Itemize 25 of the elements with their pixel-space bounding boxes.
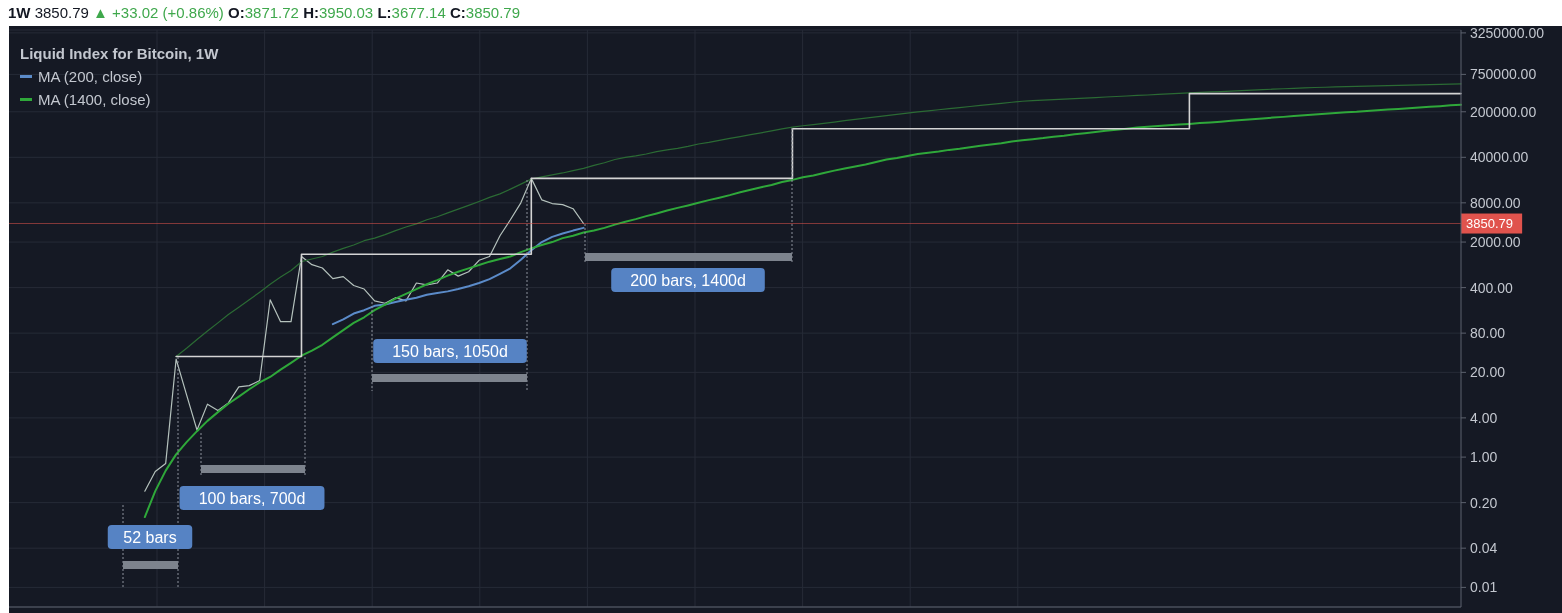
legend-label: MA (200, close) [38, 67, 143, 87]
y-tick-label: 0.20 [1470, 494, 1498, 511]
y-tick-label: 20.00 [1470, 364, 1506, 381]
y-tick-label: 40000.00 [1470, 149, 1529, 166]
annotation: 200 bars, 1400d [630, 271, 746, 289]
ref-line-label: 3850.79 [1466, 216, 1513, 232]
y-tick-label: 8000.00 [1470, 194, 1521, 211]
y-tick-label: 750000.00 [1470, 66, 1537, 83]
y-tick-label: 4.00 [1470, 409, 1498, 426]
annotation: 100 bars, 700d [198, 489, 306, 507]
y-tick-label: 0.04 [1470, 540, 1498, 557]
y-tick-label: 1.00 [1470, 449, 1498, 466]
legend-label: MA (1400, close) [38, 90, 151, 110]
y-tick-label: 0.01 [1470, 579, 1498, 596]
chart-title: 1W 3850.79 ▲ +33.02 (+0.86%) O:3871.72 H:3950.03 L:3677.14 C:3850.79 [8, 4, 521, 21]
y-tick-label: 400.00 [1470, 279, 1514, 296]
annotation: 150 bars, 1050d [392, 342, 508, 360]
annotation: 52 bars [123, 528, 177, 546]
y-tick-label: 200000.00 [1470, 103, 1537, 120]
text: Liquid Index for Bitcoin, 1W [20, 44, 219, 64]
line-series [144, 177, 585, 492]
y-tick-label: 2000.00 [1470, 234, 1521, 251]
y-tick-label: 80.00 [1470, 325, 1506, 342]
line-series [331, 226, 585, 326]
y-tick-label: 3250000.00 [1470, 24, 1545, 41]
